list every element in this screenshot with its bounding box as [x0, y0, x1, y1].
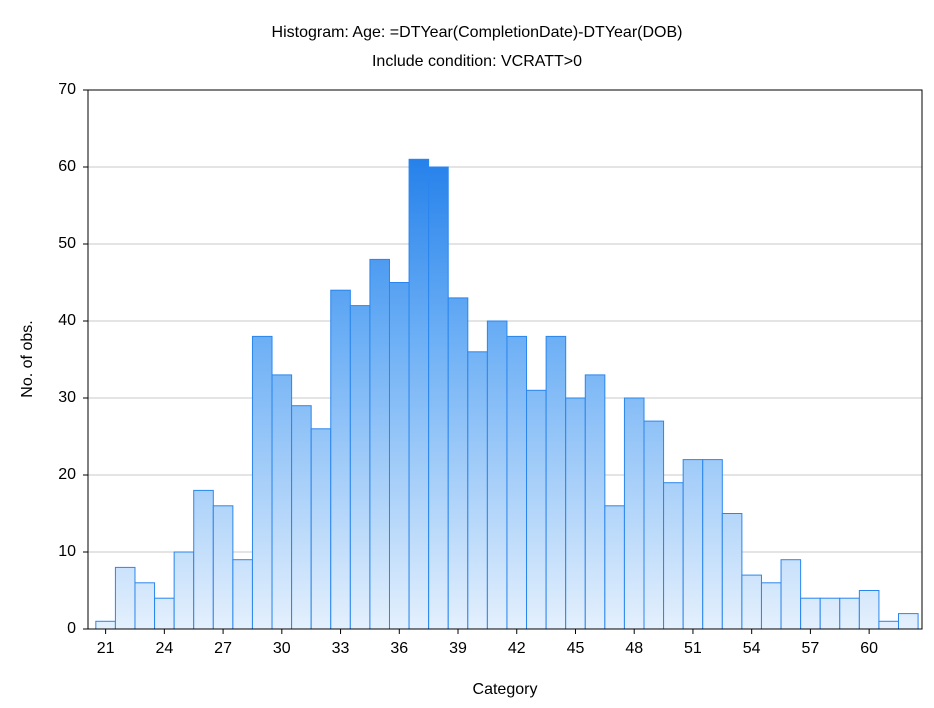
x-tick-label: 39: [449, 640, 467, 657]
bar: [114, 566, 136, 630]
bar: [212, 505, 234, 630]
x-tick-label: 48: [625, 640, 643, 657]
x-tick-label: 27: [214, 640, 232, 657]
bar: [310, 428, 332, 630]
bar: [486, 320, 508, 630]
x-tick-label: 54: [743, 640, 761, 657]
bar: [682, 459, 704, 630]
x-tick-label: 57: [802, 640, 820, 657]
bar: [839, 597, 860, 630]
plot-frame: [87, 89, 923, 630]
bar: [408, 158, 430, 630]
bar: [878, 620, 900, 630]
bar: [447, 297, 469, 630]
bar: [467, 351, 488, 630]
bar: [428, 166, 449, 630]
bar: [349, 305, 371, 630]
chart-subtitle: Include condition: VCRATT>0: [372, 53, 582, 70]
x-tick-label: 51: [684, 640, 702, 657]
bar: [134, 582, 156, 630]
bar: [232, 559, 253, 630]
x-tick-label: 21: [97, 640, 115, 657]
x-axis-label: Category: [473, 681, 538, 698]
bar: [584, 374, 606, 630]
bar: [506, 335, 528, 630]
x-tick-label: 33: [332, 640, 350, 657]
y-tick-label: 0: [67, 620, 76, 637]
bar: [800, 597, 821, 630]
y-tick-label: 30: [58, 389, 76, 406]
x-tick-label: 36: [390, 640, 408, 657]
y-tick-label: 40: [58, 312, 76, 329]
bar: [741, 574, 762, 630]
bar: [291, 405, 312, 630]
bar: [271, 374, 293, 630]
bar: [154, 597, 175, 630]
chart-title: Histogram: Age: =DTYear(CompletionDate)-…: [272, 24, 683, 41]
y-tick-label: 60: [58, 158, 76, 175]
bar: [251, 335, 273, 630]
bar: [643, 420, 665, 630]
x-tick-label: 42: [508, 640, 526, 657]
bar: [388, 282, 410, 630]
y-axis-label: No. of obs.: [19, 320, 36, 397]
x-tick-label: 30: [273, 640, 291, 657]
bar: [819, 597, 841, 630]
bar: [95, 620, 116, 630]
bar: [565, 397, 586, 630]
y-tick-label: 50: [58, 235, 76, 252]
x-tick-label: 45: [567, 640, 585, 657]
bar: [545, 335, 567, 630]
bar: [623, 397, 645, 630]
bar: [330, 289, 351, 630]
x-tick-label: 60: [860, 640, 878, 657]
bar: [858, 590, 880, 630]
bar: [193, 489, 214, 630]
bar: [173, 551, 195, 630]
bar: [663, 482, 684, 630]
bar: [760, 582, 782, 630]
bar: [780, 559, 802, 630]
x-tick-label: 24: [155, 640, 173, 657]
bar: [898, 613, 919, 630]
bar: [526, 389, 547, 630]
y-tick-label: 20: [58, 466, 76, 483]
bar: [604, 505, 625, 630]
bar: [369, 258, 390, 630]
bar: [702, 459, 723, 630]
y-tick-label: 70: [58, 81, 76, 98]
y-tick-label: 10: [58, 543, 76, 560]
bar: [721, 513, 743, 630]
